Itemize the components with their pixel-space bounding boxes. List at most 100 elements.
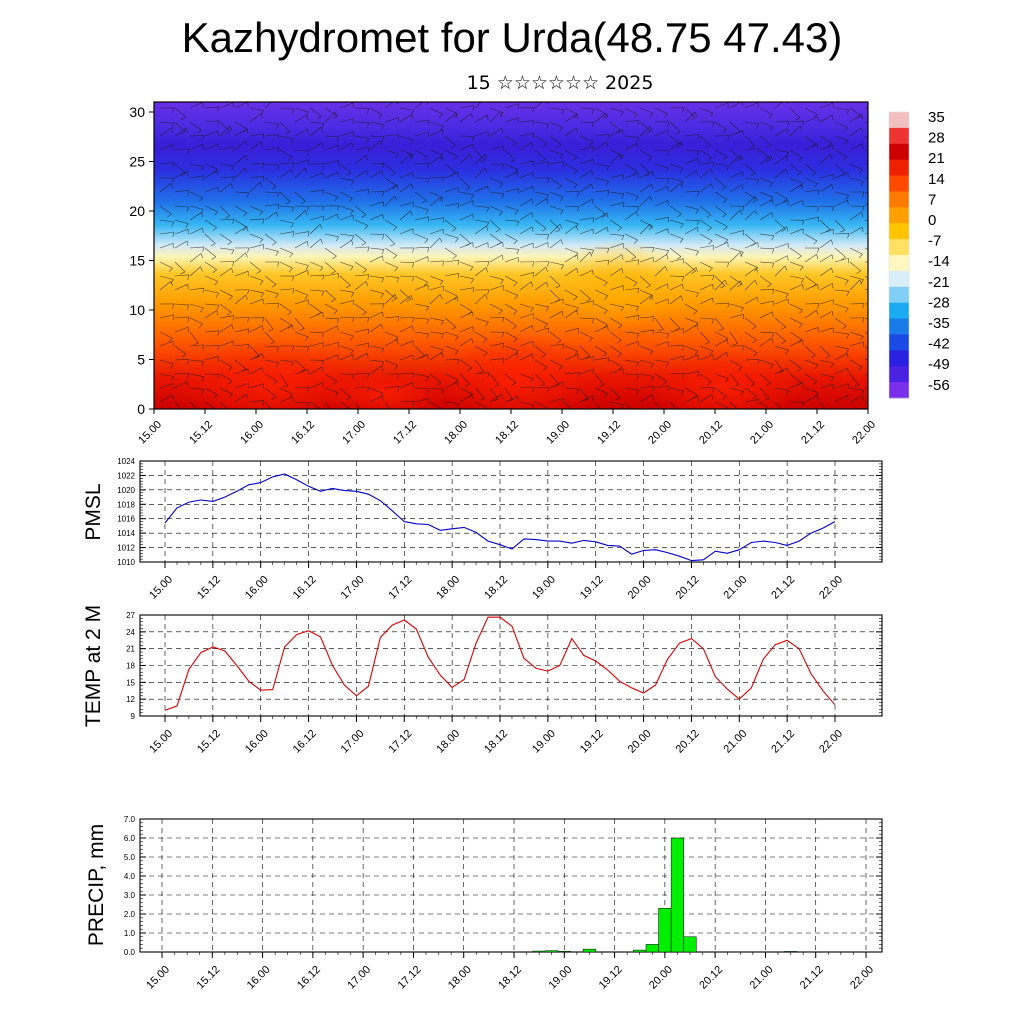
x-tick-label: 20.12 bbox=[674, 728, 702, 756]
precip-bar bbox=[532, 950, 546, 953]
x-tick-label: 21.00 bbox=[721, 728, 749, 756]
y-tick-label: 15 bbox=[129, 253, 145, 269]
x-tick-label: 21.12 bbox=[798, 964, 826, 992]
colorbar-label: 28 bbox=[928, 130, 945, 147]
precip-bar bbox=[670, 837, 684, 953]
y-tick-label: 1.0 bbox=[124, 929, 136, 938]
warm-blob bbox=[550, 240, 690, 330]
page-subtitle: 15 ☆☆☆☆☆☆ 2025 bbox=[466, 72, 654, 94]
x-tick-label: 15.12 bbox=[194, 964, 222, 992]
heat-blob bbox=[440, 330, 600, 409]
y-axis-title: PRECIP, mm bbox=[85, 824, 108, 946]
y-tick-label: 1022 bbox=[117, 471, 135, 480]
x-tick-label: 21.00 bbox=[721, 574, 749, 602]
pmsl-panel: 1010 1012 1014 1016 1018 1020 1022 1024 15.00 15.… bbox=[82, 457, 883, 602]
y-tick-label: 3.0 bbox=[124, 891, 136, 900]
x-tick-label: 17.00 bbox=[339, 574, 367, 602]
x-tick-label: 16.00 bbox=[238, 419, 266, 447]
panel-frame bbox=[139, 460, 883, 563]
colorbar-label: -42 bbox=[928, 336, 950, 353]
y-tick-label: 30 bbox=[129, 104, 145, 120]
colorbar-swatch bbox=[889, 159, 909, 177]
colorbar-swatch bbox=[889, 366, 909, 383]
x-tick-label: 20.00 bbox=[626, 574, 654, 602]
x-tick-label: 17.00 bbox=[340, 419, 368, 447]
y-tick-label: 15 bbox=[126, 678, 135, 687]
x-tick-label: 16.00 bbox=[243, 728, 271, 756]
colorbar-label: -49 bbox=[928, 356, 950, 373]
y-tick-label: 1018 bbox=[117, 500, 135, 509]
y-tick-label: 27 bbox=[126, 611, 135, 620]
x-tick-label: 18.00 bbox=[434, 574, 462, 602]
x-tick-label: 20.12 bbox=[674, 574, 702, 602]
colorbar-label: -14 bbox=[928, 253, 950, 270]
x-tick-label: 19.12 bbox=[578, 728, 606, 756]
x-tick-label: 19.00 bbox=[544, 419, 572, 447]
x-tick-label: 18.12 bbox=[496, 964, 524, 992]
x-tick-label: 21.00 bbox=[748, 964, 776, 992]
y-tick-label: 1010 bbox=[117, 558, 135, 567]
y-tick-label: 7.0 bbox=[124, 815, 136, 824]
y-tick-label: 1020 bbox=[117, 486, 135, 495]
x-tick-label: 22.00 bbox=[817, 728, 845, 756]
y-tick-label: 1014 bbox=[117, 529, 135, 538]
x-tick-label: 18.00 bbox=[434, 728, 462, 756]
x-tick-label: 16.12 bbox=[289, 419, 317, 447]
y-tick-label: 0 bbox=[137, 401, 145, 417]
colorbar-label: -7 bbox=[928, 233, 941, 250]
colorbar-label: -28 bbox=[928, 294, 950, 311]
x-tick-label: 20.00 bbox=[626, 728, 654, 756]
x-tick-label: 20.12 bbox=[697, 419, 725, 447]
x-tick-label: 20.00 bbox=[646, 419, 674, 447]
x-tick-label: 18.12 bbox=[482, 728, 510, 756]
precip-bar bbox=[658, 908, 672, 953]
y-tick-label: 0.0 bbox=[124, 948, 136, 957]
colorbar-swatch bbox=[889, 112, 909, 129]
x-tick-label: 22.00 bbox=[850, 419, 878, 447]
y-axis-title: TEMP at 2 M bbox=[82, 605, 105, 727]
x-tick-label: 17.12 bbox=[396, 964, 424, 992]
y-tick-label: 2.0 bbox=[124, 910, 136, 919]
x-tick-label: 16.00 bbox=[243, 574, 271, 602]
colorbar-swatch bbox=[889, 302, 909, 320]
heat-blob bbox=[325, 370, 445, 409]
colorbar-swatch bbox=[889, 270, 909, 288]
y-tick-label: 24 bbox=[126, 628, 135, 637]
y-tick-label: 5.0 bbox=[124, 853, 136, 862]
x-tick-label: 21.12 bbox=[769, 728, 797, 756]
x-tick-label: 19.12 bbox=[597, 964, 625, 992]
colorbar-swatch bbox=[889, 318, 909, 335]
colorbar-label: 14 bbox=[928, 171, 945, 188]
precip-panel: 0.0 1.0 2.0 3.0 4.0 5.0 6.0 7.0 15.00 15.12 16.00 1… bbox=[85, 815, 883, 992]
x-tick-label: 22.00 bbox=[848, 964, 876, 992]
x-tick-label: 15.12 bbox=[195, 728, 223, 756]
x-tick-label: 15.12 bbox=[187, 419, 215, 447]
precip-bar bbox=[545, 950, 559, 953]
colorbar-label: 7 bbox=[928, 191, 936, 208]
precip-bar bbox=[557, 950, 571, 953]
x-tick-label: 18.00 bbox=[446, 964, 474, 992]
colorbar-swatch bbox=[889, 143, 909, 161]
colorbar-label: -21 bbox=[928, 274, 950, 291]
x-tick-label: 19.00 bbox=[530, 728, 558, 756]
y-tick-label: 12 bbox=[126, 695, 135, 704]
x-tick-label: 17.12 bbox=[386, 728, 414, 756]
y-tick-label: 4.0 bbox=[124, 872, 136, 881]
heat-blob bbox=[175, 340, 365, 409]
y-tick-label: 1016 bbox=[117, 515, 135, 524]
precip-bar bbox=[633, 949, 647, 953]
x-tick-label: 21.12 bbox=[799, 419, 827, 447]
x-tick-label: 16.12 bbox=[295, 964, 323, 992]
colorbar-swatch bbox=[889, 286, 909, 304]
x-tick-label: 17.00 bbox=[345, 964, 373, 992]
temperature-cross-section: 0 5 10 15 20 25 30 15.00 15.12 16.00 16.12 17.00 17… bbox=[129, 101, 878, 447]
y-tick-label: 5 bbox=[137, 352, 145, 368]
colorbar-swatch bbox=[889, 382, 909, 399]
colorbar-label: 0 bbox=[928, 212, 936, 229]
y-tick-label: 6.0 bbox=[124, 834, 136, 843]
x-tick-label: 21.12 bbox=[769, 574, 797, 602]
colorbar-swatch bbox=[889, 207, 909, 224]
colorbar-label: 21 bbox=[928, 150, 945, 167]
precip-bar bbox=[784, 951, 798, 953]
precip-bar bbox=[645, 944, 659, 953]
